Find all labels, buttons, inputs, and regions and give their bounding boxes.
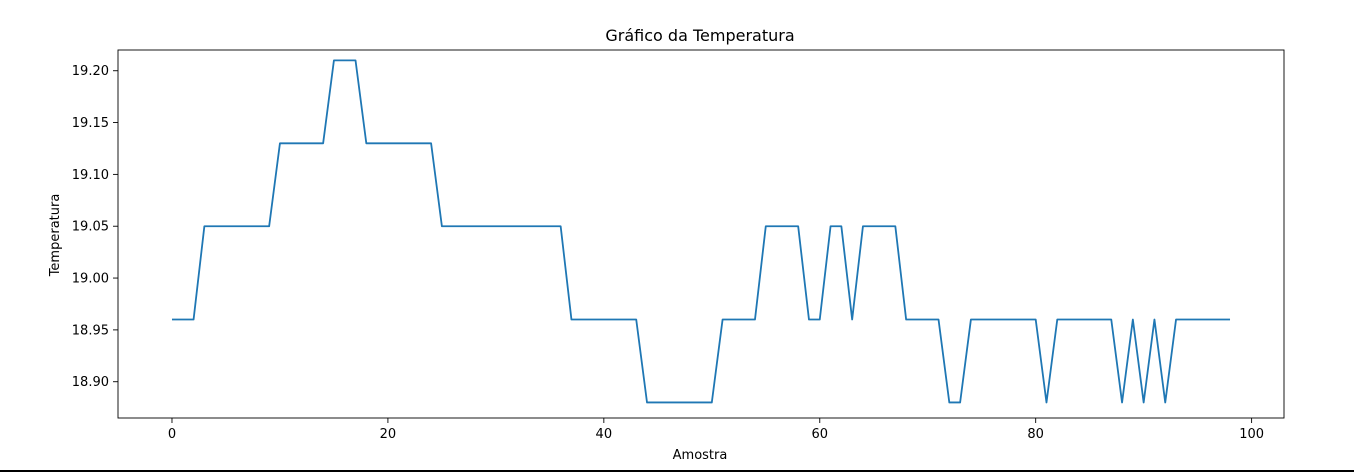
y-tick-label: 19.05 (72, 220, 109, 235)
x-tick-label: 100 (1239, 427, 1264, 442)
y-tick-label: 19.10 (72, 168, 109, 183)
bottom-divider (0, 470, 1354, 472)
y-tick-label: 19.20 (72, 64, 109, 79)
chart-title: Gráfico da Temperatura (605, 26, 794, 45)
y-tick-label: 18.90 (72, 375, 109, 390)
x-axis-label: Amostra (673, 448, 728, 463)
y-axis-label: Temperatura (48, 194, 63, 278)
x-tick-label: 80 (1027, 427, 1044, 442)
y-axis: 18.90 18.95 19.00 19.05 19.10 19.15 19.20 (72, 64, 118, 390)
x-tick-label: 40 (596, 427, 613, 442)
x-tick-label: 0 (168, 427, 176, 442)
y-tick-label: 19.00 (72, 272, 109, 287)
x-tick-label: 60 (811, 427, 828, 442)
x-tick-label: 20 (380, 427, 397, 442)
y-tick-label: 18.95 (72, 323, 109, 338)
plot-area-frame (117, 49, 1285, 419)
y-tick-label: 19.15 (72, 116, 109, 131)
temperature-series-line (171, 59, 1231, 404)
x-axis: 0 20 40 60 80 100 (168, 418, 1264, 442)
